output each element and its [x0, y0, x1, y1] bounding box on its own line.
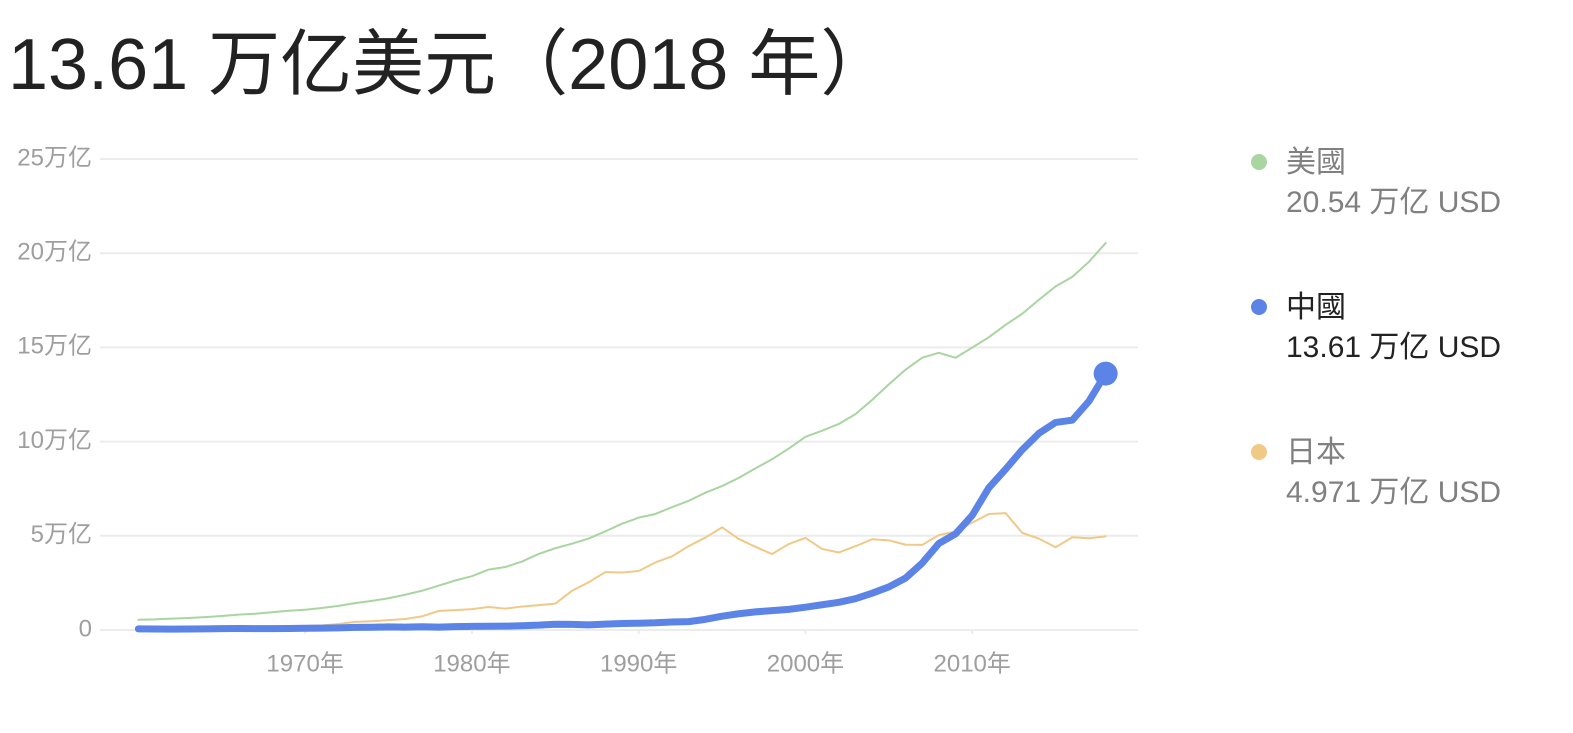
x-tick-label: 1970年	[266, 650, 343, 677]
y-tick-label: 0	[79, 615, 92, 642]
y-tick-label: 10万亿	[17, 427, 92, 454]
end-point	[1093, 361, 1118, 386]
x-tick-label: 1990年	[600, 650, 677, 677]
x-tick-label: 1980年	[433, 650, 510, 677]
legend-label: 中國	[1286, 291, 1346, 324]
series-line	[137, 242, 1107, 621]
legend-value: 13.61 万亿 USD	[1286, 331, 1501, 364]
x-tick-label: 2000年	[767, 650, 844, 677]
series-line	[134, 370, 1110, 633]
legend-label: 日本	[1286, 436, 1346, 469]
legend-marker	[1251, 299, 1267, 315]
y-tick-label: 5万亿	[31, 521, 92, 548]
y-tick-label: 20万亿	[17, 239, 92, 266]
legend-label: 美國	[1286, 146, 1346, 179]
legend-value: 4.971 万亿 USD	[1286, 476, 1501, 509]
legend-marker	[1251, 154, 1267, 170]
chart-title: 13.61 万亿美元（2018 年）	[8, 25, 892, 105]
legend-value: 20.54 万亿 USD	[1286, 186, 1501, 219]
y-tick-label: 25万亿	[17, 144, 92, 171]
legend-marker	[1251, 444, 1267, 460]
y-tick-label: 15万亿	[17, 333, 92, 360]
x-tick-label: 2010年	[934, 650, 1011, 677]
